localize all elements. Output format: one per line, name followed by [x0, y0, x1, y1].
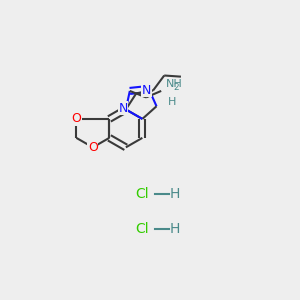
Text: O: O — [71, 112, 81, 125]
Text: N: N — [142, 84, 151, 97]
Text: Cl: Cl — [135, 187, 149, 201]
Text: H: H — [168, 97, 177, 107]
Text: N: N — [118, 102, 128, 115]
Text: H: H — [169, 187, 180, 201]
Text: NH: NH — [166, 79, 183, 88]
Text: 2: 2 — [174, 83, 179, 92]
Text: H: H — [169, 222, 180, 236]
Text: Cl: Cl — [135, 222, 149, 236]
Text: O: O — [88, 141, 98, 154]
